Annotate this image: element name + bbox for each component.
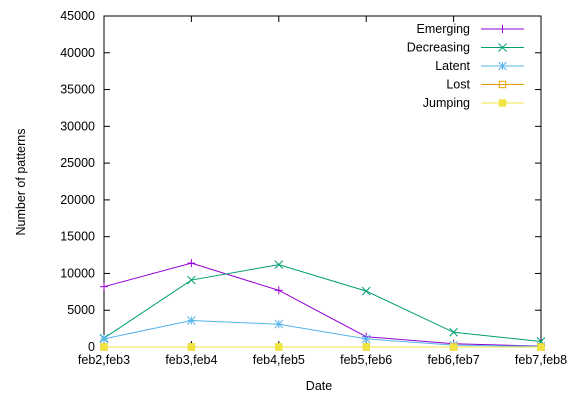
y-tick-label: 10000 (60, 266, 95, 280)
legend-marker (498, 61, 507, 71)
data-point-latent (187, 316, 196, 325)
legend-marker (498, 43, 507, 52)
legend-marker (498, 25, 507, 33)
legend: Emerging Decreasing Latent Lost Jumping (407, 22, 524, 110)
y-tick-label: 15000 (60, 230, 95, 244)
legend-item-latent: Latent (435, 59, 524, 73)
data-point-jumping (187, 343, 196, 351)
data-point-decreasing (449, 327, 458, 337)
data-point-decreasing (187, 275, 196, 285)
data-point-decreasing (361, 286, 371, 296)
series-markers (99, 259, 546, 351)
y-tick-label: 45000 (60, 9, 95, 23)
x-tick-label: feb2,feb3 (78, 353, 130, 367)
data-point-jumping (362, 343, 370, 351)
legend-label: Latent (435, 59, 470, 73)
data-point-emerging (274, 286, 283, 295)
data-point-jumping (100, 343, 108, 351)
data-point-latent (99, 334, 109, 344)
x-axis-ticks: feb2,feb3 feb3,feb4 feb4,feb5 feb5,feb6 feb6… (78, 16, 567, 367)
y-tick-label: 20000 (60, 193, 95, 207)
series-lines (103, 262, 542, 348)
plot-frame (103, 15, 542, 348)
legend-label: Decreasing (407, 41, 470, 55)
legend-label: Jumping (423, 96, 470, 110)
x-tick-label: feb5,feb6 (340, 353, 392, 367)
legend-label: Emerging (417, 22, 471, 36)
chart-axes (103, 15, 542, 348)
legend-item-lost: Lost (446, 78, 524, 92)
legend-item-emerging: Emerging (417, 22, 524, 36)
data-point-decreasing (274, 260, 284, 269)
legend-marker (498, 99, 507, 107)
series-line-emerging (103, 262, 542, 347)
legend-label: Lost (446, 78, 470, 92)
x-tick-label: feb7,feb8 (515, 353, 567, 367)
x-axis-label: Date (306, 379, 332, 393)
series-line-latent (103, 320, 542, 347)
legend-item-decreasing: Decreasing (407, 41, 524, 55)
y-tick-label: 0 (88, 340, 95, 354)
data-point-jumping (537, 343, 545, 351)
x-tick-label: feb3,feb4 (165, 353, 217, 367)
y-tick-label: 25000 (60, 156, 95, 170)
x-tick-label: feb4,feb5 (253, 353, 305, 367)
legend-item-jumping: Jumping (423, 96, 524, 110)
x-tick-label: feb6,feb7 (428, 353, 480, 367)
series-line-decreasing (103, 264, 542, 342)
data-point-emerging (100, 282, 108, 291)
data-point-jumping (449, 343, 458, 351)
data-point-jumping (275, 343, 283, 351)
y-tick-label: 40000 (60, 46, 95, 60)
y-tick-label: 35000 (60, 83, 95, 97)
data-point-emerging (187, 259, 196, 268)
y-tick-label: 30000 (60, 119, 95, 133)
y-axis-label: Number of patterns (14, 129, 28, 236)
data-point-latent (274, 319, 284, 329)
y-axis-ticks: 0 5000 10000 15000 20000 25000 30000 35000 40000… (60, 9, 541, 354)
data-point-latent (361, 334, 371, 344)
y-tick-label: 5000 (67, 303, 95, 317)
legend-marker (498, 80, 507, 89)
